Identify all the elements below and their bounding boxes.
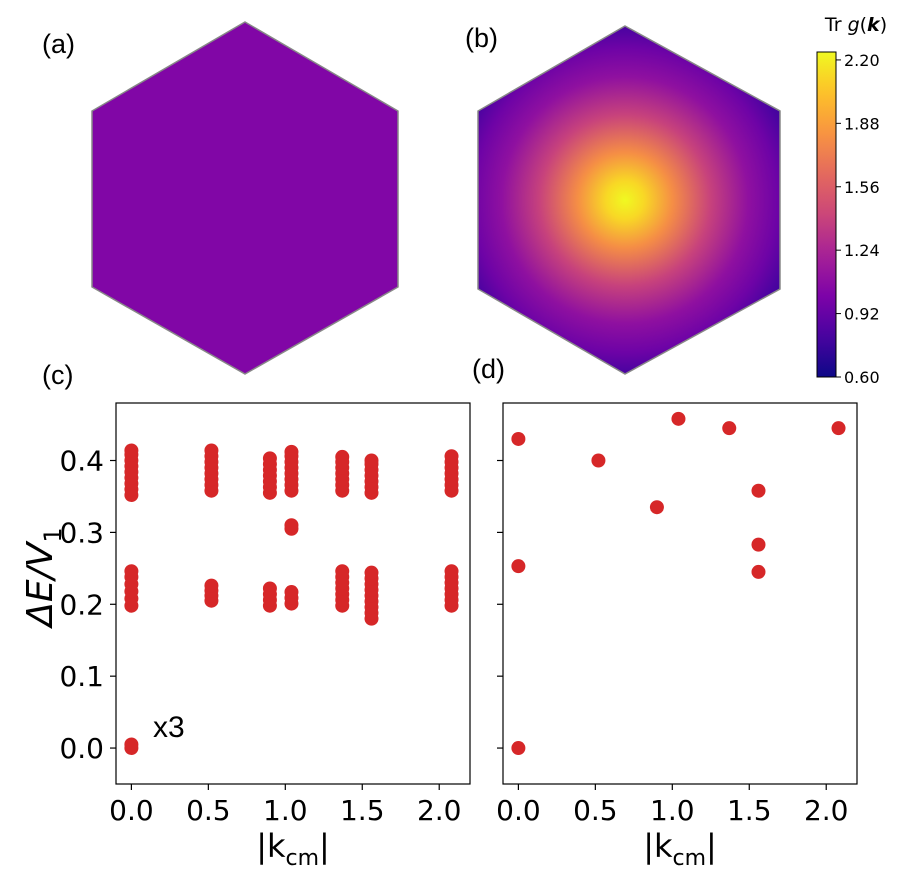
colorbar-tick-label: 1.88 [844, 114, 880, 133]
data-point [335, 564, 350, 579]
y-tick-label: 0.2 [59, 588, 104, 621]
colorbar-tick-label: 1.56 [844, 178, 880, 197]
y-tick-label: 0.3 [59, 516, 104, 549]
data-point [511, 741, 526, 756]
data-point [649, 500, 664, 515]
data-point [444, 449, 459, 464]
y-tick-label: 0.1 [59, 660, 104, 693]
scatter-panel-d: 0.0 0.5 1.0 1.5 2.0 [496, 402, 858, 827]
data-point [124, 737, 139, 752]
data-point [722, 421, 737, 436]
x-tick-label: 1.5 [340, 794, 385, 827]
x-axis-title-d: |kcm| [643, 827, 717, 871]
y-axis-title: ΔE/V1 [20, 527, 67, 629]
data-point [444, 564, 459, 579]
colorbar-tick-label: 0.92 [844, 305, 880, 324]
colorbar-tick-label: 0.60 [844, 368, 880, 387]
x-tick-label: 2.0 [804, 794, 849, 827]
x-axis-title-c: |kcm| [256, 827, 330, 871]
x-tick-label: 1.0 [650, 794, 695, 827]
colorbar: Tr g(k) 0.60 0.92 1.24 1.56 1.88 2.20 [816, 14, 887, 387]
data-point [335, 449, 350, 464]
data-point [262, 581, 277, 596]
colorbar-title: Tr g(k) [824, 14, 887, 36]
heatmap-a-hexagon [91, 21, 399, 375]
data-point [591, 453, 606, 468]
data-point [511, 559, 526, 574]
y-tick-label: 0.0 [59, 732, 104, 765]
axes-frame [502, 402, 858, 785]
colorbar-bar [816, 51, 837, 378]
heatmap-b-hexagon [477, 25, 781, 375]
data-point [284, 585, 299, 600]
colorbar-tick-label: 2.20 [844, 51, 880, 70]
panel-label-b: (b) [465, 23, 498, 53]
data-point [124, 564, 139, 579]
y-tick-label: 0.4 [59, 445, 104, 478]
data-point [284, 444, 299, 459]
data-point [751, 483, 766, 498]
x-tick-label: 0.5 [573, 794, 618, 827]
x-tick-label: 0.0 [496, 794, 541, 827]
panel-label-c: (c) [42, 360, 73, 390]
colorbar-tick-label: 1.24 [844, 241, 880, 260]
colorbar-ticks: 0.60 0.92 1.24 1.56 1.88 2.20 [836, 51, 880, 387]
x-tick-label: 1.5 [727, 794, 772, 827]
data-point [671, 411, 686, 426]
x-tick-label: 0.0 [109, 794, 154, 827]
data-point [831, 421, 846, 436]
data-point [124, 443, 139, 458]
data-point [511, 431, 526, 446]
scatter-panel-c: 0.0 0.5 1.0 1.5 2.0 0.0 0.1 0.2 0.3 0.4 [59, 402, 471, 827]
degeneracy-annotation: x3 [153, 711, 185, 744]
data-point [284, 518, 299, 533]
panel-label-d: (d) [472, 354, 505, 384]
data-point [204, 578, 219, 593]
data-point [262, 451, 277, 466]
data-point [204, 443, 219, 458]
data-point [364, 453, 379, 468]
data-point [364, 565, 379, 580]
x-tick-label: 1.0 [263, 794, 308, 827]
axes-frame [115, 402, 471, 785]
panel-label-a: (a) [42, 29, 75, 59]
x-tick-label: 2.0 [417, 794, 462, 827]
x-tick-label: 0.5 [186, 794, 231, 827]
data-point [751, 537, 766, 552]
data-point [751, 564, 766, 579]
